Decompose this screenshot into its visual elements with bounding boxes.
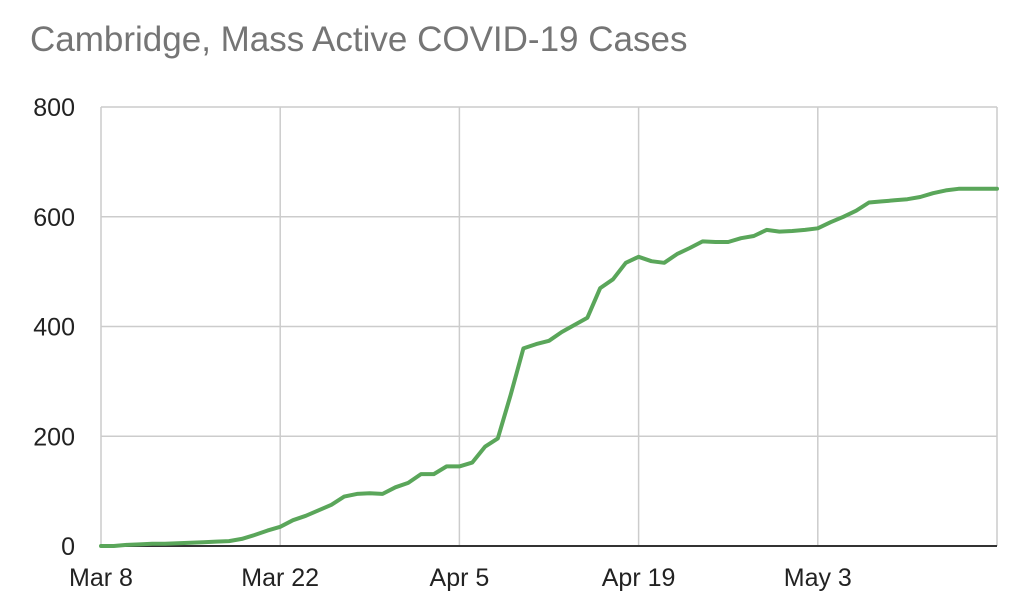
grid-lines bbox=[100, 106, 998, 546]
series-line bbox=[99, 186, 999, 548]
y-tick-label: 600 bbox=[33, 204, 75, 232]
chart-title: Cambridge, Mass Active COVID-19 Cases bbox=[30, 20, 688, 59]
tick-labels: 0 200 400 600 800 Mar 8 Mar 22 Apr 5 Apr 19 May 3 bbox=[33, 94, 852, 592]
x-tick-label: Apr 19 bbox=[602, 564, 676, 592]
y-tick-label: 800 bbox=[33, 94, 75, 122]
y-tick-label: 200 bbox=[33, 423, 75, 451]
x-tick-label: Apr 5 bbox=[430, 564, 490, 592]
y-tick-label: 0 bbox=[61, 533, 75, 561]
x-tick-label: Mar 8 bbox=[69, 564, 133, 592]
series bbox=[99, 186, 999, 548]
x-tick-label: Mar 22 bbox=[241, 564, 319, 592]
x-tick-label: May 3 bbox=[784, 564, 852, 592]
y-tick-label: 400 bbox=[33, 314, 75, 342]
